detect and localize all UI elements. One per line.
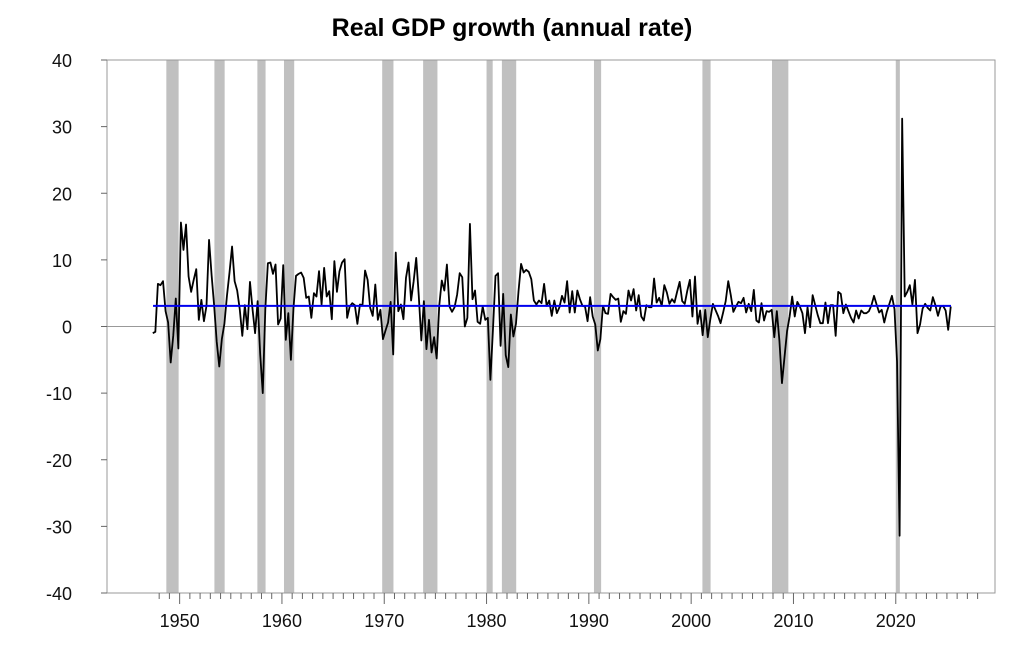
x-tick-label: 1990 [569, 611, 609, 631]
y-tick-label: 0 [62, 318, 72, 338]
y-tick-label: 40 [52, 51, 72, 71]
x-tick-label: 2000 [671, 611, 711, 631]
x-tick-label: 2020 [876, 611, 916, 631]
y-tick-label: 20 [52, 184, 72, 204]
x-tick-label: 1970 [364, 611, 404, 631]
x-tick-label: 1950 [160, 611, 200, 631]
y-tick-label: -30 [46, 517, 72, 537]
y-tick-label: -40 [46, 584, 72, 604]
x-tick-label: 1960 [262, 611, 302, 631]
y-tick-label: -20 [46, 451, 72, 471]
x-tick-label: 1980 [467, 611, 507, 631]
y-tick-label: 30 [52, 118, 72, 138]
x-tick-label: 2010 [773, 611, 813, 631]
chart-title: Real GDP growth (annual rate) [331, 14, 693, 42]
y-tick-label: -10 [46, 384, 72, 404]
y-tick-label: 10 [52, 251, 72, 271]
gdp-growth-line [152, 117, 952, 537]
